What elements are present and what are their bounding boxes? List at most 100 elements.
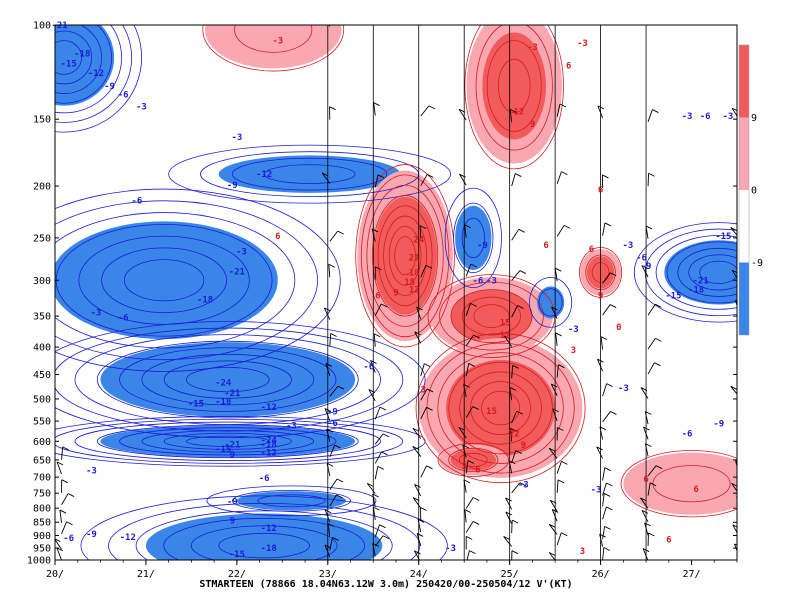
contour-4-8 bbox=[185, 367, 270, 393]
wind-barb-flag-9-3 bbox=[730, 227, 737, 231]
chart-title: STMARTEEN (78866 18.04N63.12W 3.0m) 2504… bbox=[199, 579, 572, 590]
colorbar-band-0 bbox=[739, 45, 749, 118]
contour-2-3 bbox=[231, 157, 388, 191]
wind-barb-9-17 bbox=[739, 537, 743, 549]
wind-barb-9-3 bbox=[730, 227, 737, 236]
wind-barb-7-5 bbox=[602, 304, 611, 316]
colorbar-band-1 bbox=[739, 117, 749, 190]
wind-barb-0-12 bbox=[56, 461, 62, 475]
x-tick-label: 26/ bbox=[592, 569, 610, 580]
contour-5-6 bbox=[141, 430, 315, 453]
contour-6-2 bbox=[108, 502, 421, 560]
wind-barb-flag-8-7 bbox=[654, 362, 661, 367]
contour-6-1 bbox=[80, 495, 448, 560]
contour-0-1 bbox=[55, 25, 142, 133]
contour-3-6 bbox=[101, 247, 228, 314]
wind-barb-3-7 bbox=[420, 363, 425, 377]
contour-11-3 bbox=[437, 352, 564, 464]
y-tick-label: 650 bbox=[33, 455, 51, 466]
contour-label: 9 bbox=[530, 120, 535, 130]
wind-barb-9-9 bbox=[739, 414, 747, 424]
wind-barb-flag-7-12 bbox=[604, 467, 611, 472]
wind-barb-8-18 bbox=[642, 548, 649, 560]
wind-barb-4-16 bbox=[465, 521, 474, 533]
contour-8-6 bbox=[383, 215, 427, 296]
wind-barb-1-13 bbox=[329, 478, 338, 491]
contour-label: -18 bbox=[197, 296, 213, 306]
contour-label: 6 bbox=[598, 186, 603, 196]
wind-barb-6-2 bbox=[556, 171, 562, 185]
wind-barb-flag-6-3 bbox=[563, 224, 571, 229]
contour-label: -18 bbox=[261, 440, 277, 450]
wind-barb-0-18 bbox=[56, 547, 62, 560]
contour-17-1 bbox=[620, 450, 737, 518]
wind-barb-5-7 bbox=[511, 365, 514, 379]
wind-barb-5-3 bbox=[511, 229, 520, 241]
wind-barb-flag-5-5 bbox=[517, 305, 524, 309]
wind-barb-5-0 bbox=[512, 14, 520, 24]
wind-barb-flag-4-3 bbox=[464, 224, 471, 229]
contour-5-8 bbox=[185, 435, 270, 447]
wind-barb-7-18 bbox=[602, 547, 605, 560]
colorbar-band-2 bbox=[739, 190, 749, 263]
x-tick-label: 22/ bbox=[228, 569, 246, 580]
contour-label: -21 bbox=[224, 389, 240, 399]
wind-barb-flag-6-17 bbox=[561, 532, 568, 537]
wind-barb-3-9 bbox=[420, 407, 427, 420]
wind-barb-flag-1-14 bbox=[336, 494, 343, 499]
colorbar-label: 9 bbox=[751, 113, 757, 124]
wind-barb-6-7 bbox=[556, 364, 559, 378]
contour-label: 6 bbox=[666, 536, 671, 546]
wind-barb-3-6 bbox=[414, 331, 422, 344]
negative-core-14 bbox=[664, 240, 737, 305]
contour-0-7 bbox=[55, 40, 82, 75]
wind-barb-6-17 bbox=[556, 532, 562, 546]
contour-label: 3 bbox=[571, 346, 576, 356]
y-tick-label: 900 bbox=[33, 531, 51, 542]
contour-label: 15 bbox=[404, 278, 415, 288]
wind-barb-flag-8-4 bbox=[641, 265, 649, 269]
wind-barb-8-14 bbox=[640, 497, 649, 509]
wind-barb-4-1 bbox=[458, 109, 467, 121]
wind-barb-4-0 bbox=[458, 12, 466, 22]
wind-barb-7-14 bbox=[602, 493, 605, 507]
contour-label: -18 bbox=[688, 285, 704, 295]
contour-label: -3 bbox=[90, 309, 101, 319]
wind-barb-flag-4-0 bbox=[458, 12, 464, 15]
contour-label: 12 bbox=[513, 107, 524, 117]
wind-barb-1-18 bbox=[324, 544, 331, 558]
wind-barb-2-1 bbox=[373, 102, 376, 116]
wind-barb-flag-6-8 bbox=[551, 383, 558, 388]
wind-barb-1-16 bbox=[327, 523, 331, 537]
wind-barb-flag-3-0 bbox=[420, 13, 426, 16]
wind-barb-5-6 bbox=[504, 335, 513, 347]
wind-barb-flag-5-3 bbox=[518, 228, 525, 233]
wind-barb-flag-2-15 bbox=[373, 506, 380, 511]
wind-barb-5-9 bbox=[511, 410, 518, 424]
contour-label: 18 bbox=[409, 268, 420, 278]
contour-label: -3 bbox=[622, 241, 633, 251]
contour-8-5 bbox=[377, 205, 433, 307]
wind-barb-flag-6-18 bbox=[548, 552, 556, 556]
contour-label: -12 bbox=[261, 403, 277, 413]
wind-barb-flag-2-18 bbox=[372, 542, 379, 547]
contour-5-3 bbox=[74, 421, 381, 461]
contour-lines bbox=[55, 25, 737, 560]
wind-barb-flag-5-18 bbox=[511, 550, 519, 555]
wind-barb-flag-6-7 bbox=[558, 364, 565, 369]
contour-label: -6 bbox=[131, 197, 142, 207]
x-tick-label: 21/ bbox=[137, 569, 155, 580]
contour-label: 12 bbox=[500, 331, 511, 341]
wind-barb-1-4 bbox=[328, 264, 331, 278]
contour-11-4 bbox=[448, 361, 553, 455]
wind-barb-2-2 bbox=[374, 174, 379, 188]
wind-barb-4-7 bbox=[465, 363, 470, 377]
wind-barb-2-0 bbox=[368, 14, 375, 25]
contour-label: 12 bbox=[409, 285, 420, 295]
wind-barb-2-10 bbox=[374, 433, 384, 445]
contour-label: -6 bbox=[118, 91, 129, 101]
wind-barb-4-6 bbox=[465, 334, 474, 347]
wind-barb-0-14 bbox=[61, 493, 69, 506]
contour-label: 6 bbox=[693, 485, 698, 495]
contour-2-1 bbox=[168, 144, 451, 204]
